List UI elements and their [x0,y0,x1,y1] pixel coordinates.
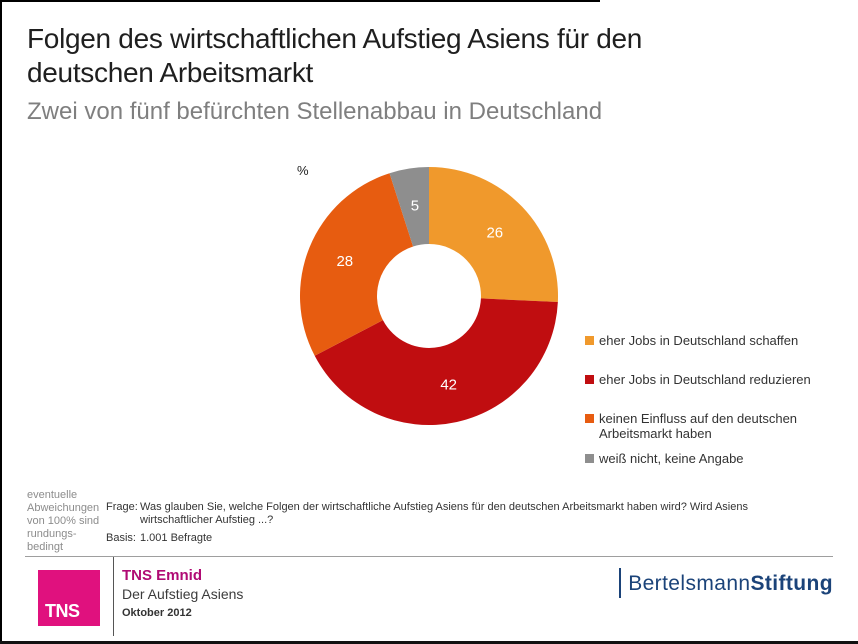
legend-label: eher Jobs in Deutschland schaffen [599,333,799,348]
legend-label: keinen Einfluss auf den deutschen Arbeit… [599,411,798,441]
window-border-top [0,0,600,2]
footer-separator [25,556,833,557]
basis-row: Basis: 1.001 Befragte [106,532,826,545]
legend-swatch-icon [585,336,594,345]
donut-chart: 26 42 28 5 [299,167,559,426]
question-label: Frage: [106,501,138,513]
question-line2: wirtschaftlicher Aufstieg ...? [140,514,274,526]
legend-item: eher Jobs in Deutschland schaffen [585,333,833,348]
rounding-note-line: eventuelle [27,489,78,501]
window-border-bottom [0,641,858,644]
legend-swatch-icon [585,375,594,384]
page-title: Folgen des wirtschaftlichen Aufstieg Asi… [27,22,642,90]
slice-value-label: 28 [336,253,353,270]
bertelsmann-logo-part2: Stiftung [750,572,833,595]
question-line1: Was glauben Sie, welche Folgen der wirts… [140,501,748,513]
donut-slice-3 [299,173,414,356]
tns-logo-text: TNS [45,601,80,621]
bertelsmann-stiftung-logo: BertelsmannStiftung [619,568,833,598]
tns-logo: TNS [38,570,100,626]
question-block: Frage: Was glauben Sie, welche Folgen de… [106,501,826,545]
footer-date: Oktober 2012 [122,607,192,619]
bertelsmann-logo-part1: Bertelsmann [628,572,751,595]
donut-slice-1 [429,167,559,303]
footer-vertical-divider [113,557,114,636]
legend-item: keinen Einfluss auf den deutschen Arbeit… [585,411,833,441]
percent-unit-label: % [297,163,309,178]
legend-swatch-icon [585,414,594,423]
legend-item: weiß nicht, keine Angabe [585,451,833,466]
question-row: Frage: Was glauben Sie, welche Folgen de… [106,501,826,527]
slice-value-label: 42 [440,376,457,393]
donut-slice-2 [314,298,558,426]
bertelsmann-logo-text: BertelsmannStiftung [628,572,833,596]
rounding-note-line: von 100% sind [27,515,100,527]
rounding-note-line: rundungs- [27,528,77,540]
slice-value-label: 5 [411,198,419,215]
legend-label: eher Jobs in Deutschland reduzieren [599,372,811,387]
footer-project-title: Der Aufstieg Asiens [122,586,244,602]
legend-swatch-icon [585,454,594,463]
page-subtitle: Zwei von fünf befürchten Stellenabbau in… [27,98,603,125]
rounding-note: eventuelle Abweichungen von 100% sind rundu… [27,489,122,554]
legend-item: eher Jobs in Deutschland reduzieren [585,372,833,387]
legend: eher Jobs in Deutschland schaffen eher Jo… [585,333,833,490]
footer-brand: TNS Emnid [122,567,203,584]
page-title-line2: deutschen Arbeitsmarkt [27,57,313,88]
bertelsmann-logo-bar-icon [619,568,622,598]
basis-value: 1.001 Befragte [140,532,213,544]
question-text: Was glauben Sie, welche Folgen der wirts… [140,501,748,527]
basis-label: Basis: [106,532,136,544]
rounding-note-line: bedingt [27,541,64,553]
page-title-line1: Folgen des wirtschaftlichen Aufstieg Asi… [27,23,643,54]
legend-label: weiß nicht, keine Angabe [599,451,744,466]
window-border-left [0,0,2,644]
rounding-note-line: Abweichungen [27,502,100,514]
slice-value-label: 26 [486,225,503,242]
donut-slice-4 [389,167,429,247]
